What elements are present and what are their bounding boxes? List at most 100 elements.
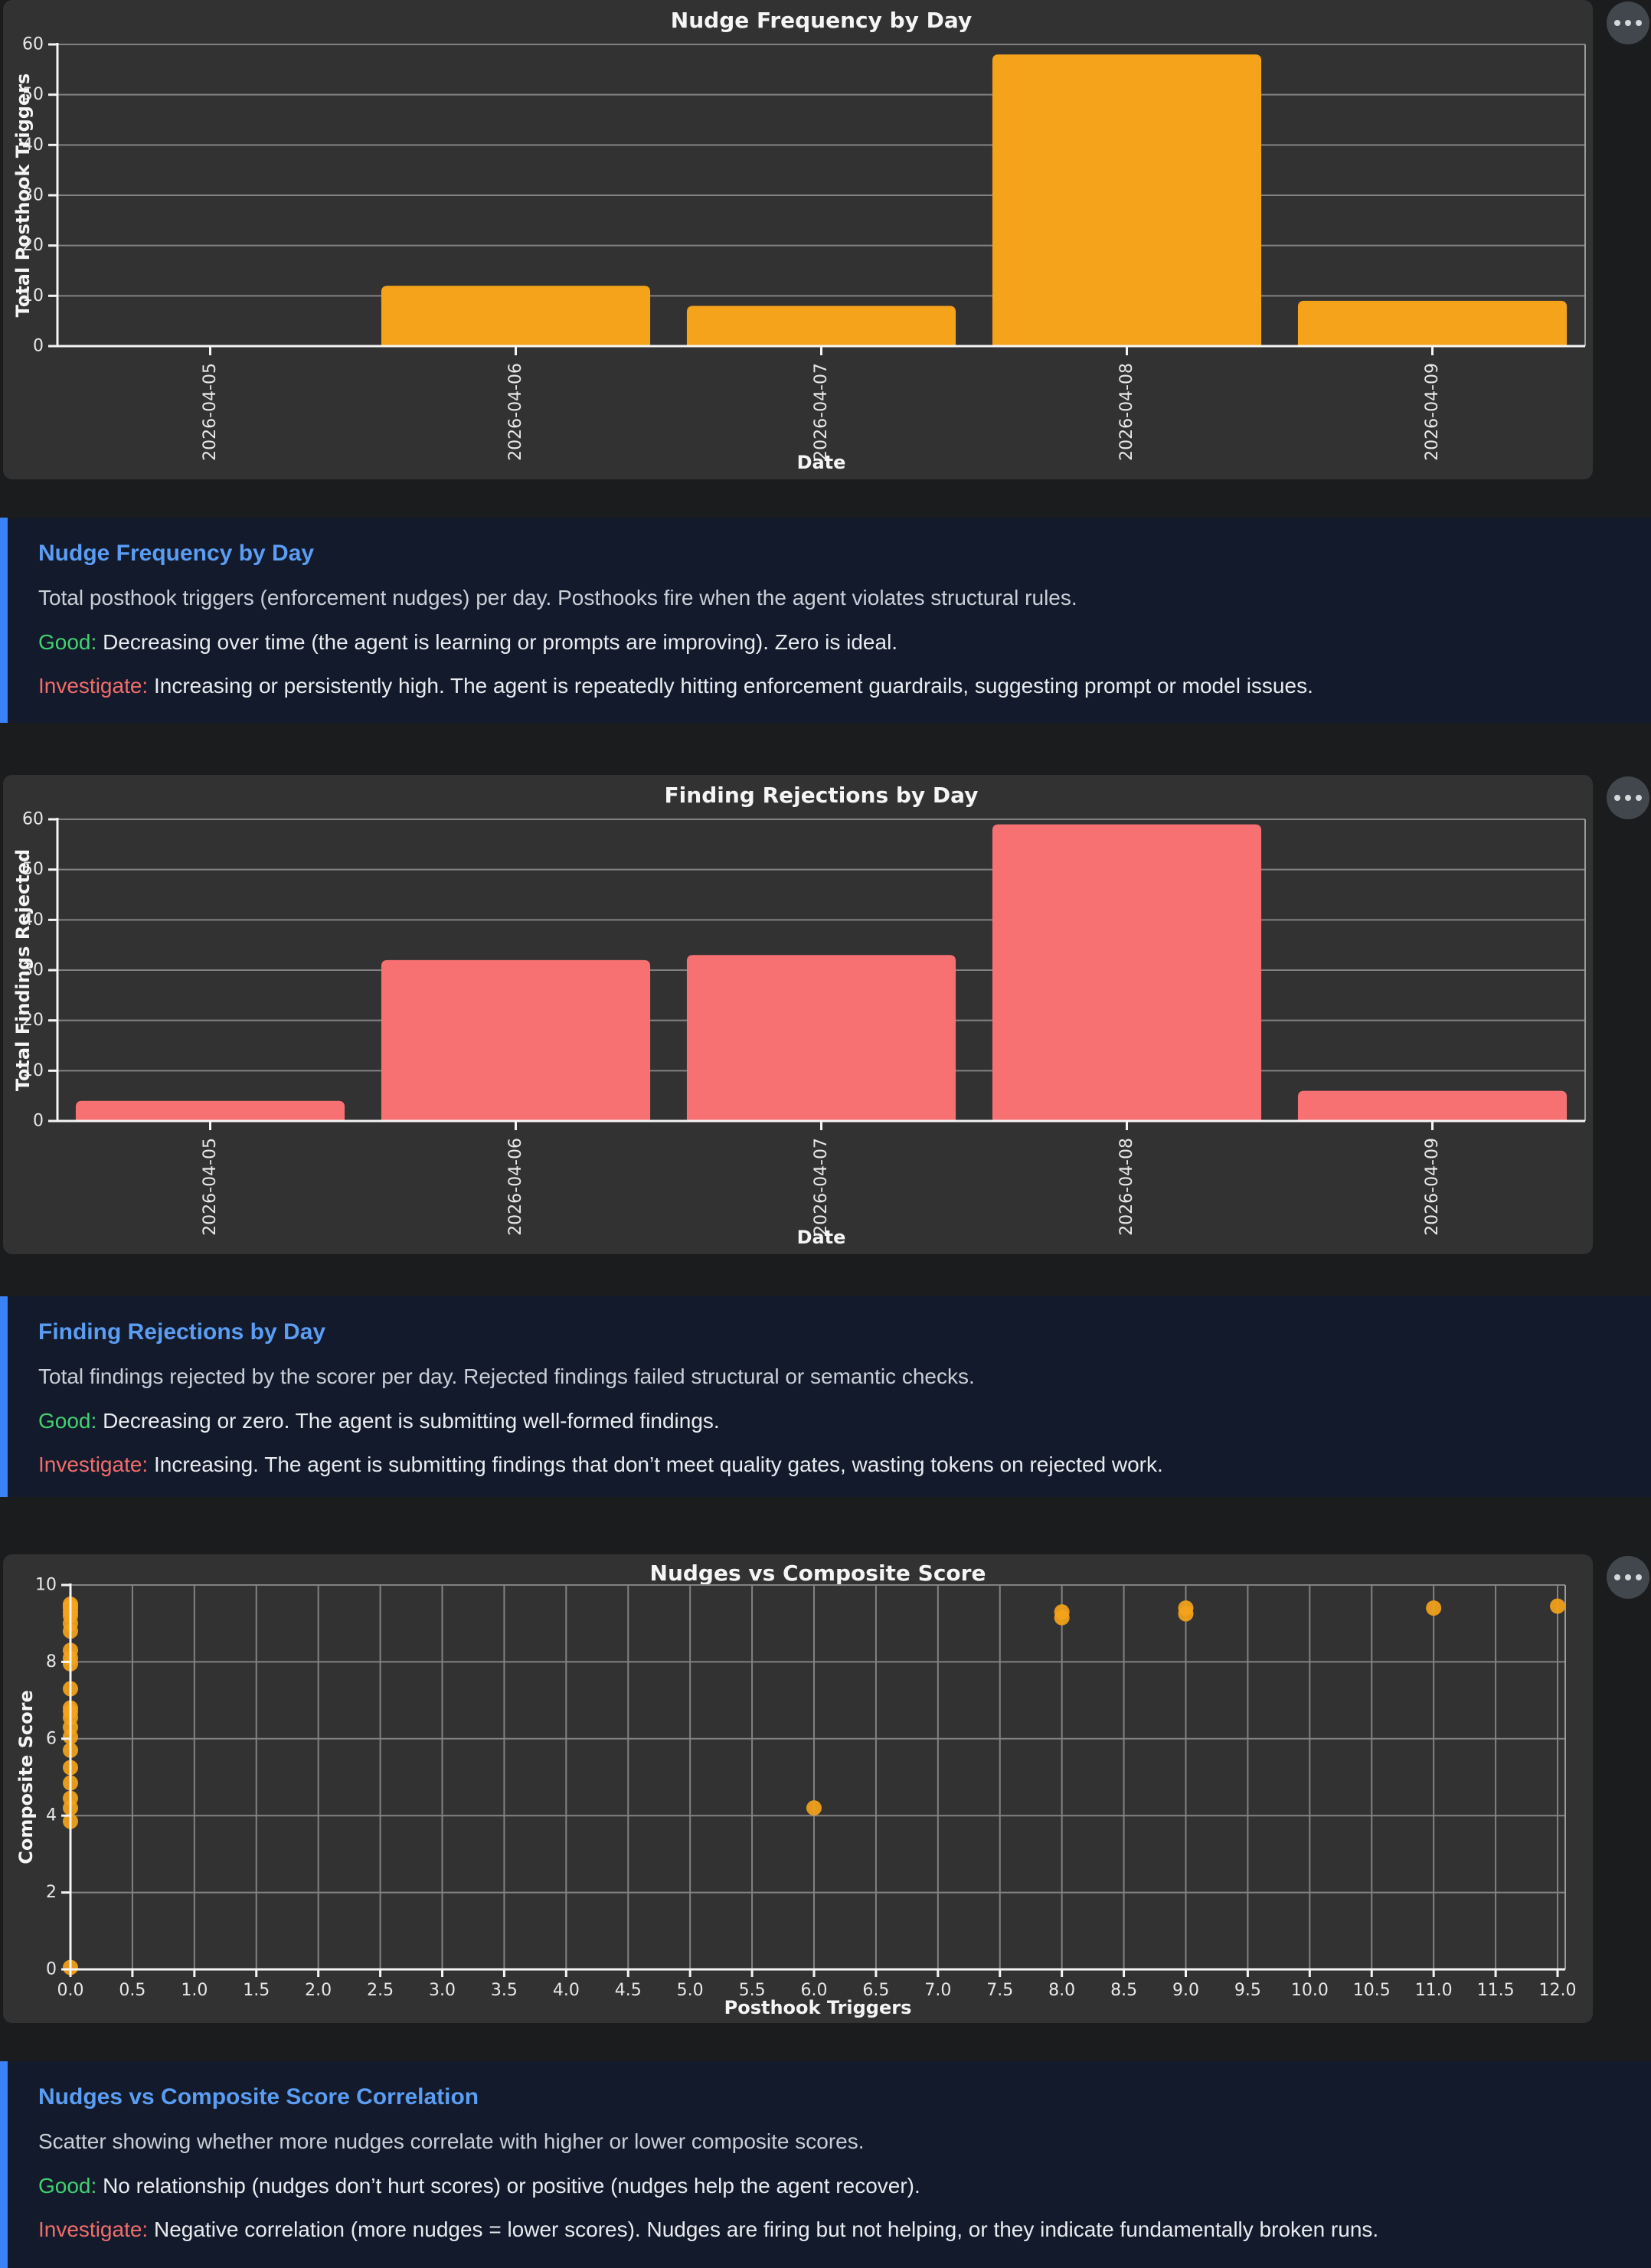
ellipsis-icon bbox=[1625, 20, 1631, 26]
x-tick-label: 2026-04-09 bbox=[1423, 1138, 1442, 1236]
x-tick-label: 2026-04-06 bbox=[506, 363, 525, 461]
bar-chart: Nudge Frequency by Day 0 10 20 30 40 50 60 2026-… bbox=[12, 8, 1586, 473]
y-axis-title: Total Posthook Triggers bbox=[12, 74, 34, 318]
x-tick-label: 2026-04-09 bbox=[1423, 363, 1442, 461]
note-body: Scatter showing whether more nudges corr… bbox=[38, 2129, 865, 2153]
x-axis-title: Date bbox=[797, 452, 846, 473]
investigate-label: Investigate: bbox=[38, 1453, 149, 1477]
bar bbox=[1297, 300, 1568, 346]
investigate-text: Increasing or persistently high. The age… bbox=[153, 674, 1313, 698]
good-label: Good: bbox=[38, 1408, 97, 1433]
x-tick-label: 5.5 bbox=[739, 1981, 766, 2000]
chart-title: Finding Rejections by Day bbox=[665, 783, 979, 808]
x-tick-label: 6.0 bbox=[801, 1981, 828, 2000]
chart-title: Nudges vs Composite Score bbox=[650, 1560, 986, 1586]
x-tick-label: 1.5 bbox=[243, 1981, 270, 2000]
x-tick-label: 7.0 bbox=[924, 1981, 951, 2000]
x-tick-label: 3.5 bbox=[491, 1981, 518, 2000]
note-nudges-vs-score: Nudges vs Composite Score Correlation Sc… bbox=[0, 2061, 1651, 2268]
x-axis-title: Date bbox=[797, 1227, 846, 1248]
y-tick-label: 10 bbox=[22, 1061, 44, 1080]
y-tick-label: 10 bbox=[35, 1576, 57, 1595]
note-good-line: Good: No relationship (nudges don’t hurt… bbox=[38, 2173, 1617, 2199]
scatter-point bbox=[1054, 1609, 1070, 1626]
chart-menu-button[interactable] bbox=[1607, 2, 1649, 44]
investigate-label: Investigate: bbox=[38, 2217, 149, 2242]
scatter-point bbox=[1550, 1598, 1565, 1614]
x-axis-title: Posthook Triggers bbox=[724, 1997, 912, 2018]
y-tick-label: 20 bbox=[22, 236, 44, 255]
y-tick-label: 60 bbox=[22, 35, 44, 54]
note-good-line: Good: Decreasing or zero. The agent is s… bbox=[38, 1408, 1617, 1434]
bar bbox=[381, 959, 651, 1121]
x-tick-label: 11.0 bbox=[1415, 1981, 1453, 2000]
chart-title: Nudge Frequency by Day bbox=[671, 8, 972, 33]
x-tick-label: 5.0 bbox=[677, 1981, 704, 2000]
x-tick-label: 0.0 bbox=[57, 1981, 84, 2000]
x-tick-label: 7.5 bbox=[986, 1981, 1013, 2000]
x-tick-label: 10.0 bbox=[1291, 1981, 1329, 2000]
bar bbox=[75, 1100, 345, 1121]
x-tick-label: 6.5 bbox=[862, 1981, 889, 2000]
y-tick-label: 6 bbox=[46, 1729, 57, 1748]
bar-chart: Finding Rejections by Day 0 10 20 30 40 50 60 20… bbox=[12, 783, 1586, 1248]
x-tick-label: 2026-04-08 bbox=[1117, 1138, 1136, 1236]
bar bbox=[381, 286, 651, 346]
ellipsis-icon bbox=[1614, 1574, 1620, 1580]
y-tick-label: 4 bbox=[46, 1806, 57, 1825]
ellipsis-icon bbox=[1625, 795, 1631, 801]
y-tick-label: 50 bbox=[22, 85, 44, 104]
y-axis-title: Composite Score bbox=[15, 1690, 37, 1864]
note-title: Finding Rejections by Day bbox=[38, 1319, 326, 1345]
y-tick-label: 30 bbox=[22, 186, 44, 205]
investigate-text: Negative correlation (more nudges = lowe… bbox=[153, 2217, 1379, 2242]
scatter-chart: Nudges vs Composite Score 0 2 4 6 8 10 0.0 0.5 1.… bbox=[15, 1560, 1576, 2018]
ellipsis-icon bbox=[1636, 795, 1642, 801]
note-nudge-frequency: Nudge Frequency by Day Total posthook tr… bbox=[0, 518, 1651, 723]
good-text: Decreasing over time (the agent is learn… bbox=[103, 629, 898, 654]
y-tick-label: 8 bbox=[46, 1652, 57, 1672]
chart-menu-button[interactable] bbox=[1607, 776, 1649, 819]
note-finding-rejections: Finding Rejections by Day Total findings… bbox=[0, 1296, 1651, 1497]
x-tick-label: 9.0 bbox=[1172, 1981, 1199, 2000]
y-tick-label: 2 bbox=[46, 1883, 57, 1902]
ellipsis-icon bbox=[1614, 795, 1620, 801]
good-label: Good: bbox=[38, 2173, 97, 2198]
x-tick-label: 10.5 bbox=[1353, 1981, 1391, 2000]
note-investigate-line: Investigate: Negative correlation (more … bbox=[38, 2217, 1617, 2243]
bar bbox=[686, 955, 956, 1121]
y-tick-label: 0 bbox=[33, 1112, 44, 1131]
bar bbox=[1297, 1090, 1568, 1121]
note-investigate-line: Investigate: Increasing. The agent is su… bbox=[38, 1452, 1617, 1478]
y-tick-label: 20 bbox=[22, 1011, 44, 1030]
scatter-point bbox=[1426, 1600, 1442, 1616]
x-tick-label: 2026-04-06 bbox=[506, 1138, 525, 1236]
x-tick-label: 2.0 bbox=[305, 1981, 332, 2000]
note-body: Total findings rejected by the scorer pe… bbox=[38, 1364, 975, 1388]
y-axis-title: Total Findings Rejected bbox=[12, 849, 34, 1091]
bar bbox=[992, 824, 1262, 1121]
panel-nudges-vs-score-chart: Nudges vs Composite Score 0 2 4 6 8 10 0.0 0.5 1.… bbox=[3, 1554, 1593, 2023]
y-tick-label: 0 bbox=[46, 1960, 57, 1979]
chart-menu-button[interactable] bbox=[1607, 1556, 1649, 1599]
x-tick-label: 2026-04-08 bbox=[1117, 363, 1136, 461]
x-tick-label: 4.0 bbox=[553, 1981, 580, 2000]
ellipsis-icon bbox=[1614, 20, 1620, 26]
ellipsis-icon bbox=[1625, 1574, 1631, 1580]
x-tick-label: 2026-04-07 bbox=[812, 1138, 831, 1236]
x-tick-label: 9.5 bbox=[1234, 1981, 1261, 2000]
panel-nudge-frequency-chart: Nudge Frequency by Day 0 10 20 30 40 50 60 2026-… bbox=[3, 0, 1593, 479]
note-good-line: Good: Decreasing over time (the agent is… bbox=[38, 629, 1617, 655]
ellipsis-icon bbox=[1636, 20, 1642, 26]
x-tick-label: 0.5 bbox=[119, 1981, 145, 2000]
x-tick-label: 8.0 bbox=[1048, 1981, 1075, 2000]
y-tick-label: 10 bbox=[22, 286, 44, 306]
investigate-text: Increasing. The agent is submitting find… bbox=[153, 1453, 1163, 1477]
bar bbox=[686, 306, 956, 346]
scatter-point bbox=[806, 1800, 822, 1816]
scatter-point bbox=[1178, 1606, 1194, 1622]
y-tick-label: 40 bbox=[22, 136, 44, 155]
note-title: Nudge Frequency by Day bbox=[38, 541, 315, 566]
bar bbox=[992, 54, 1262, 346]
y-tick-label: 50 bbox=[22, 860, 44, 879]
